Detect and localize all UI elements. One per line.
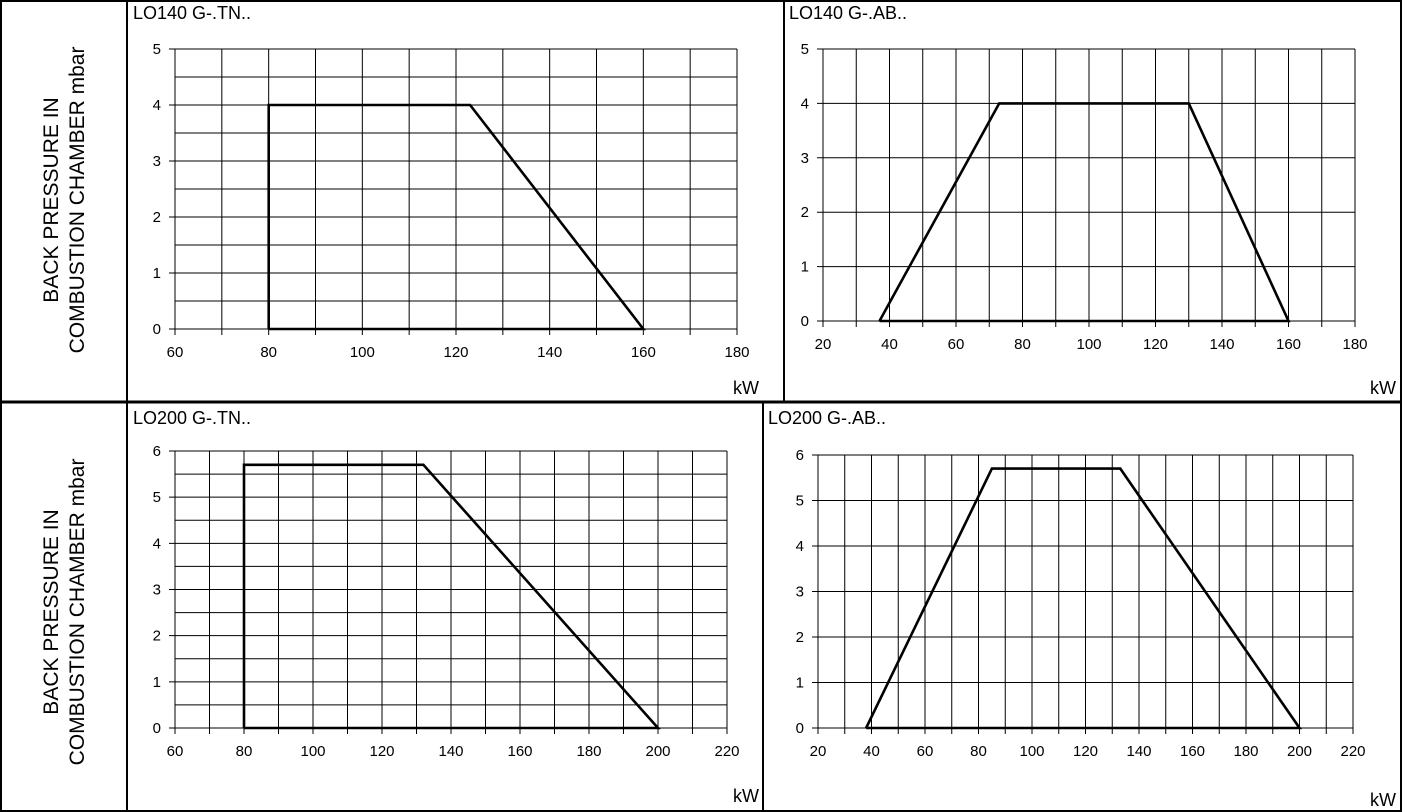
x-tick-label: 60: [167, 344, 184, 361]
y-tick-label: 4: [801, 95, 809, 112]
x-tick-label: 140: [1126, 743, 1151, 760]
y-tick-label: 2: [153, 628, 161, 645]
operating-range-line: [864, 467, 1302, 730]
x-tick-label: 160: [507, 743, 532, 760]
y-tick-label: 5: [801, 41, 809, 58]
y-axis-label-top: BACK PRESSURE IN COMBUSTION CHAMBER mbar: [40, 47, 89, 354]
x-tick-label: 80: [970, 743, 987, 760]
y-axis-label-line1: BACK PRESSURE IN: [40, 97, 63, 302]
operating-range-line: [267, 103, 646, 331]
y-tick-label: 5: [153, 489, 161, 506]
chart-title: LO200 G-.AB..: [768, 408, 886, 428]
x-tick-label: 180: [1342, 336, 1367, 353]
x-tick-label: 180: [1233, 743, 1258, 760]
chart-title: LO200 G-.TN..: [133, 408, 251, 428]
y-tick-label: 6: [153, 443, 161, 460]
y-tick-label: 0: [153, 720, 161, 737]
y-axis-label-line2: COMBUSTION CHAMBER mbar: [66, 47, 89, 354]
y-tick-label: 0: [796, 720, 804, 737]
chart-title: LO140 G-.TN..: [133, 3, 251, 23]
x-axis-unit: kW: [1370, 378, 1396, 398]
y-tick-label: 1: [153, 674, 161, 691]
x-tick-label: 60: [917, 743, 934, 760]
chart-lo200-ab: LO200 G-.AB.. 20 40 60 80 100 120 140 160 180 200…: [768, 408, 1396, 810]
y-tick-label: 6: [796, 447, 804, 464]
x-axis-unit: kW: [733, 378, 759, 398]
y-axis-label-line2: COMBUSTION CHAMBER mbar: [66, 459, 89, 766]
y-tick-label: 5: [153, 41, 161, 58]
x-axis-unit: kW: [733, 786, 759, 806]
x-tick-label: 200: [1287, 743, 1312, 760]
x-tick-label: 60: [948, 336, 965, 353]
y-tick-label: 2: [796, 629, 804, 646]
x-tick-label: 80: [1014, 336, 1031, 353]
y-tick-label: 1: [801, 259, 809, 276]
x-tick-label: 140: [1209, 336, 1234, 353]
x-tick-label: 120: [1073, 743, 1098, 760]
x-tick-label: 120: [369, 743, 394, 760]
y-tick-label: 0: [801, 313, 809, 330]
x-tick-label: 120: [443, 344, 468, 361]
chart-lo140-tn: LO140 G-.TN.. 60 80 100 120 140 160 180012345 …: [133, 3, 759, 398]
x-tick-label: 140: [537, 344, 562, 361]
x-tick-label: 40: [881, 336, 898, 353]
x-tick-label: 40: [863, 743, 880, 760]
y-tick-label: 2: [153, 209, 161, 226]
x-tick-label: 100: [350, 344, 375, 361]
y-tick-label: 0: [153, 321, 161, 338]
y-tick-label: 5: [796, 493, 804, 510]
y-tick-label: 3: [796, 584, 804, 601]
y-axis-label-line1: BACK PRESSURE IN: [40, 509, 63, 714]
x-tick-label: 220: [1340, 743, 1365, 760]
x-tick-label: 140: [438, 743, 463, 760]
chart-lo140-ab: LO140 G-.AB.. 20 40 60 80 100 120 140 160 180 0 1 2…: [789, 3, 1396, 398]
x-tick-label: 160: [631, 344, 656, 361]
y-tick-label: 4: [153, 97, 161, 114]
x-tick-label: 160: [1276, 336, 1301, 353]
x-tick-label: 80: [260, 344, 277, 361]
x-tick-label: 160: [1180, 743, 1205, 760]
x-tick-label: 100: [300, 743, 325, 760]
y-axis-label-bottom: BACK PRESSURE IN COMBUSTION CHAMBER mbar: [40, 459, 89, 766]
y-tick-label: 3: [153, 153, 161, 170]
x-axis-unit: kW: [1370, 790, 1396, 810]
x-tick-label: 220: [714, 743, 739, 760]
y-tick-label: 1: [796, 675, 804, 692]
x-tick-label: 180: [724, 344, 749, 361]
y-tick-label: 4: [796, 538, 804, 555]
x-tick-label: 20: [810, 743, 827, 760]
x-tick-label: 120: [1143, 336, 1168, 353]
chart-lo200-tn: LO200 G-.TN.. 60 80 100 120 140 160 180 200 220 0…: [133, 408, 759, 806]
y-tick-label: 4: [153, 535, 161, 552]
x-tick-label: 20: [815, 336, 832, 353]
x-tick-label: 80: [236, 743, 253, 760]
operating-range-line: [242, 463, 661, 730]
x-tick-label: 100: [1076, 336, 1101, 353]
x-tick-label: 60: [167, 743, 184, 760]
y-tick-label: 1: [153, 265, 161, 282]
y-tick-label: 3: [153, 582, 161, 599]
chart-title: LO140 G-.AB..: [789, 3, 907, 23]
y-tick-label: 3: [801, 150, 809, 167]
y-tick-label: 2: [801, 204, 809, 221]
x-tick-label: 180: [576, 743, 601, 760]
operating-range-line: [878, 102, 1291, 323]
x-tick-label: 200: [645, 743, 670, 760]
x-tick-label: 100: [1019, 743, 1044, 760]
